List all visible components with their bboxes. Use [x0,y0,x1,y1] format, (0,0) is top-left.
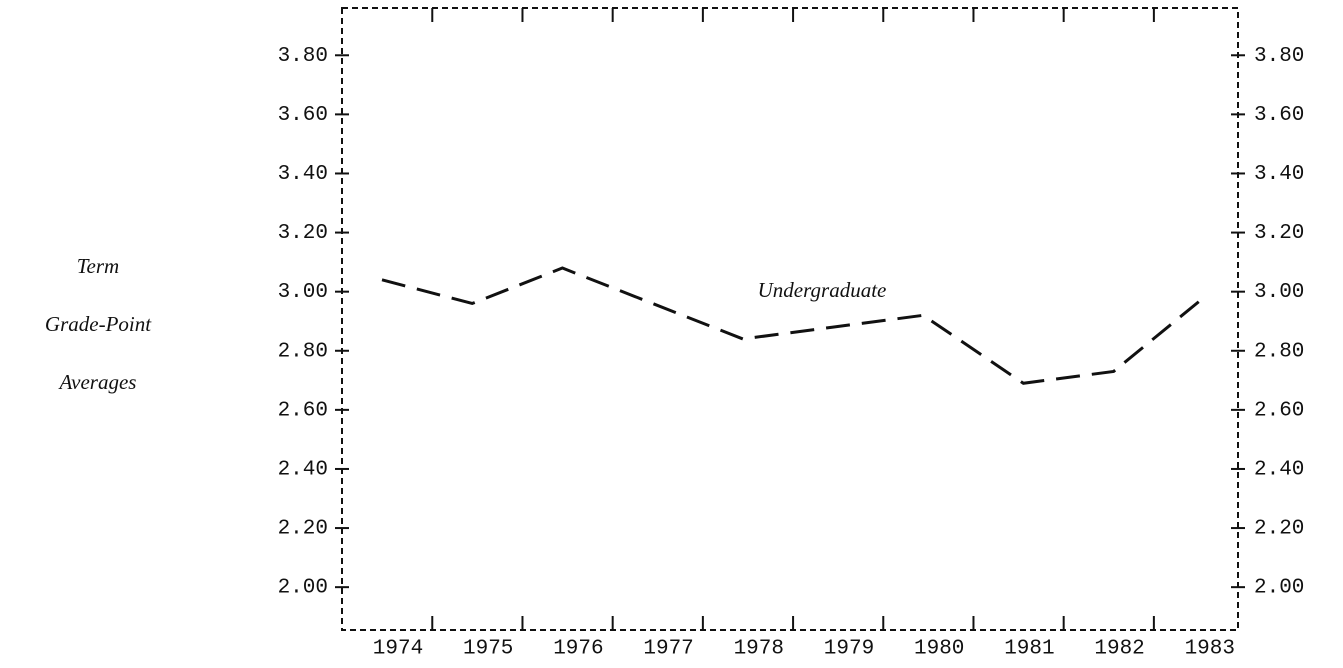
y-tick-label: 2.20 [278,518,328,541]
plot-frame [341,7,1239,631]
x-tick-label: 1979 [824,638,874,661]
x-tick-label: 1983 [1185,638,1235,661]
y2-tick-label: 3.60 [1254,104,1304,127]
y2-tick-label: 2.20 [1254,518,1304,541]
y2-tick-label: 3.80 [1254,45,1304,68]
y2-tick-label: 3.00 [1254,281,1304,304]
x-tick-label: 1974 [373,638,423,661]
y-tick-label: 2.40 [278,459,328,482]
y-axis-label: Term [77,254,119,278]
y-axis-label: Averages [58,370,137,394]
x-tick-label: 1975 [463,638,513,661]
x-tick-label: 1982 [1094,638,1144,661]
y-tick-label: 3.00 [278,281,328,304]
x-tick-label: 1981 [1004,638,1054,661]
y-tick-label: 3.40 [278,163,328,186]
y-tick-label: 3.80 [278,45,328,68]
y-tick-label: 2.80 [278,340,328,363]
y2-tick-label: 2.80 [1254,340,1304,363]
y2-tick-label: 3.20 [1254,222,1304,245]
x-tick-label: 1977 [643,638,693,661]
y2-tick-label: 2.60 [1254,399,1304,422]
y2-tick-label: 2.00 [1254,577,1304,600]
x-tick-label: 1980 [914,638,964,661]
y-tick-label: 3.60 [278,104,328,127]
series-label: Undergraduate [758,278,887,302]
y-tick-label: 2.60 [278,399,328,422]
y2-tick-label: 2.40 [1254,459,1304,482]
x-tick-label: 1976 [553,638,603,661]
x-tick-label: 1978 [734,638,784,661]
y-tick-label: 3.20 [278,222,328,245]
y-tick-label: 2.00 [278,577,328,600]
y2-tick-label: 3.40 [1254,163,1304,186]
data-line [381,266,1205,385]
y-axis-label: Grade-Point [45,312,152,336]
